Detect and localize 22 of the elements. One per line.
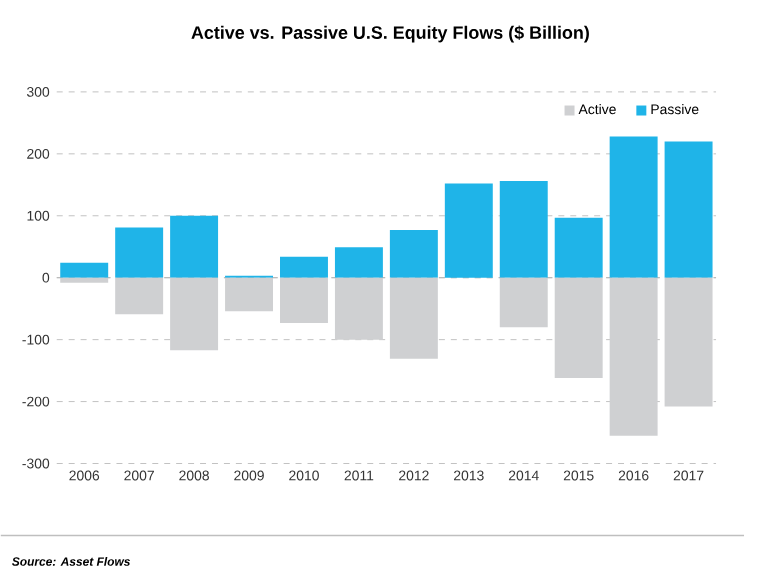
chart-title: Active vs. Passive U.S. Equity Flows ($ Billion)	[191, 25, 589, 43]
bar	[389, 278, 438, 360]
bar	[664, 278, 713, 407]
bar	[170, 216, 219, 279]
bar	[499, 181, 548, 279]
bar	[280, 256, 328, 279]
bar	[115, 278, 164, 315]
bar	[389, 230, 438, 279]
bar	[225, 278, 274, 312]
bar	[609, 278, 658, 436]
bar	[115, 227, 164, 279]
bar	[609, 136, 658, 279]
bar	[60, 263, 109, 279]
bar	[334, 278, 383, 340]
bar	[554, 278, 603, 379]
bar	[499, 278, 548, 328]
bar	[334, 247, 383, 279]
bar	[444, 183, 493, 279]
bar	[554, 217, 603, 279]
bar	[664, 141, 713, 279]
bar	[280, 278, 328, 324]
bar	[170, 278, 219, 351]
